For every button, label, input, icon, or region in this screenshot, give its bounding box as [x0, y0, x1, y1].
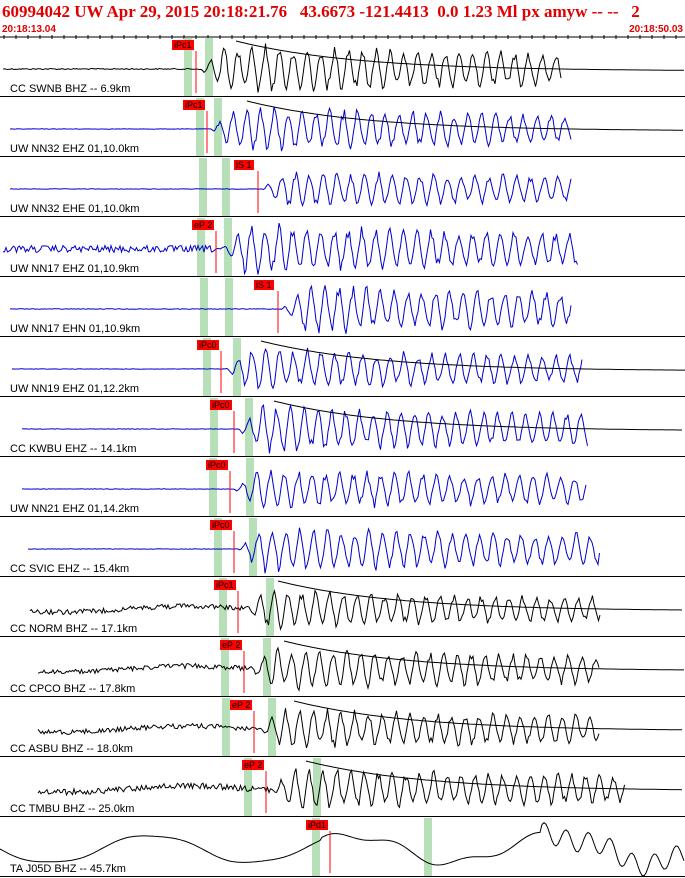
pick-window: [200, 278, 208, 336]
station-label: TA J05D BHZ -- 45.7km: [10, 863, 126, 875]
waveform-trace: [37, 768, 625, 809]
trace-panel[interactable]: [0, 818, 685, 877]
pick-label[interactable]: iS 1: [254, 280, 274, 290]
amplitude-decay-curve: [235, 40, 684, 71]
waveform-trace: [22, 403, 588, 454]
pick-label[interactable]: iPc1: [183, 100, 205, 110]
pick-label[interactable]: eP 2: [242, 760, 265, 770]
station-label: UW NN32 EHE 01,10.0km: [10, 203, 140, 215]
pick-label[interactable]: iPc0: [197, 340, 219, 350]
trace-panel[interactable]: [0, 698, 685, 757]
pick-label[interactable]: eP 2: [220, 640, 243, 650]
pick-window: [222, 158, 230, 216]
pick-label[interactable]: iPc0: [210, 520, 232, 530]
waveform-trace: [21, 469, 587, 509]
trace-panel[interactable]: [0, 638, 685, 697]
trace-panel[interactable]: [0, 278, 685, 337]
pick-window: [203, 338, 211, 396]
waveform-trace: [27, 527, 600, 574]
window-start-time: 20:18:13.04: [2, 24, 56, 35]
pick-window: [225, 278, 233, 336]
station-label: CC KWBU EHZ -- 14.1km: [10, 443, 137, 455]
pick-window: [249, 518, 257, 576]
waveform-trace: [37, 708, 600, 749]
station-label: UW NN21 EHZ 01,14.2km: [10, 503, 139, 515]
trace-panel[interactable]: [0, 758, 685, 817]
pick-window: [221, 638, 229, 696]
pick-label[interactable]: iPd1: [306, 820, 329, 830]
trace-panel[interactable]: [0, 338, 685, 397]
pick-window: [312, 818, 320, 876]
station-label: CC SWNB BHZ -- 6.9km: [10, 83, 131, 95]
station-label: UW NN17 EHN 01,10.9km: [10, 323, 141, 335]
amplitude-decay-curve: [293, 700, 682, 731]
record-header: 60994042 UW Apr 29, 2015 20:18:21.76 43.…: [0, 0, 685, 37]
trace-panel[interactable]: [0, 398, 685, 457]
event-title: 60994042 UW Apr 29, 2015 20:18:21.76 43.…: [2, 2, 640, 21]
pick-window: [214, 98, 222, 156]
trace-panel[interactable]: [0, 458, 685, 517]
pick-window: [205, 38, 213, 96]
station-label: UW NN19 EHZ 01,12.2km: [10, 383, 139, 395]
pick-window: [245, 398, 253, 456]
pick-window: [266, 578, 274, 636]
pick-window: [214, 518, 222, 576]
waveform-trace: [37, 646, 600, 692]
amplitude-decay-curve: [246, 100, 683, 131]
pick-window: [268, 698, 276, 756]
trace-panel[interactable]: [0, 518, 685, 577]
pick-label[interactable]: iPc0: [206, 460, 228, 470]
pick-window: [246, 458, 254, 516]
pick-window: [209, 458, 217, 516]
amplitude-decay-curve: [305, 760, 683, 791]
station-label: CC TMBU BHZ -- 25.0km: [10, 803, 135, 815]
station-label: CC CPCO BHZ -- 17.8km: [10, 683, 136, 695]
waveform-trace: [2, 222, 578, 276]
station-label: UW NN17 EHZ 01,10.9km: [10, 263, 139, 275]
amplitude-decay-curve: [273, 400, 682, 431]
pick-label[interactable]: iS 1: [234, 160, 254, 170]
waveform-canvas[interactable]: [0, 37, 685, 878]
waveform-trace: [9, 171, 572, 208]
pick-window: [224, 218, 232, 276]
pick-window: [244, 758, 252, 816]
waveform-trace: [0, 822, 685, 877]
trace-panel[interactable]: [0, 38, 685, 97]
amplitude-decay-curve: [260, 340, 685, 371]
station-label: CC SVIC EHZ -- 15.4km: [10, 563, 130, 575]
pick-label[interactable]: iPc1: [172, 40, 194, 50]
waveform-plot[interactable]: iPc1 CC SWNB BHZ -- 6.9km iPc1 UW NN32 EHZ …: [0, 37, 685, 878]
amplitude-decay-curve: [283, 640, 684, 671]
pick-label[interactable]: iPc1: [214, 580, 236, 590]
pick-window: [424, 818, 432, 876]
trace-panel[interactable]: [0, 218, 685, 277]
station-label: CC NORM BHZ -- 17.1km: [10, 623, 138, 635]
trace-panel[interactable]: [0, 158, 685, 217]
pick-window: [233, 338, 241, 396]
station-label: UW NN32 EHZ 01,10.0km: [10, 143, 139, 155]
time-ruler: [0, 35, 685, 39]
trace-panel[interactable]: [0, 98, 685, 157]
pick-window: [313, 758, 321, 816]
pick-label[interactable]: eP 2: [230, 700, 253, 710]
pick-label[interactable]: eP 2: [192, 220, 215, 230]
pick-window: [199, 158, 207, 216]
pick-window: [197, 218, 205, 276]
waveform-trace: [10, 284, 572, 334]
amplitude-decay-curve: [277, 580, 683, 611]
pick-window: [210, 398, 218, 456]
waveform-trace: [29, 588, 601, 631]
waveform-trace: [2, 43, 562, 93]
pick-label[interactable]: iPc0: [210, 400, 232, 410]
pick-window: [184, 38, 192, 96]
trace-panel[interactable]: [0, 578, 685, 637]
station-label: CC ASBU BHZ -- 18.0km: [10, 743, 133, 755]
waveform-trace: [11, 347, 583, 390]
waveform-trace: [9, 106, 572, 152]
window-end-time: 20:18:50.03: [629, 24, 683, 35]
pick-window: [196, 98, 204, 156]
